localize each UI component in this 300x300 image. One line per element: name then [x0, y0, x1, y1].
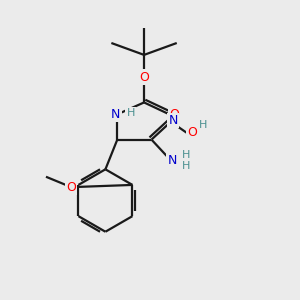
Text: O: O — [66, 181, 76, 194]
Text: N: N — [169, 114, 178, 127]
Text: H: H — [199, 120, 208, 130]
Text: N: N — [168, 154, 177, 167]
Text: O: O — [169, 108, 179, 121]
Text: H: H — [182, 150, 190, 160]
Text: N: N — [111, 108, 121, 121]
Text: O: O — [139, 71, 149, 84]
Text: H: H — [182, 161, 190, 171]
Text: H: H — [127, 108, 135, 118]
Text: O: O — [188, 126, 197, 139]
